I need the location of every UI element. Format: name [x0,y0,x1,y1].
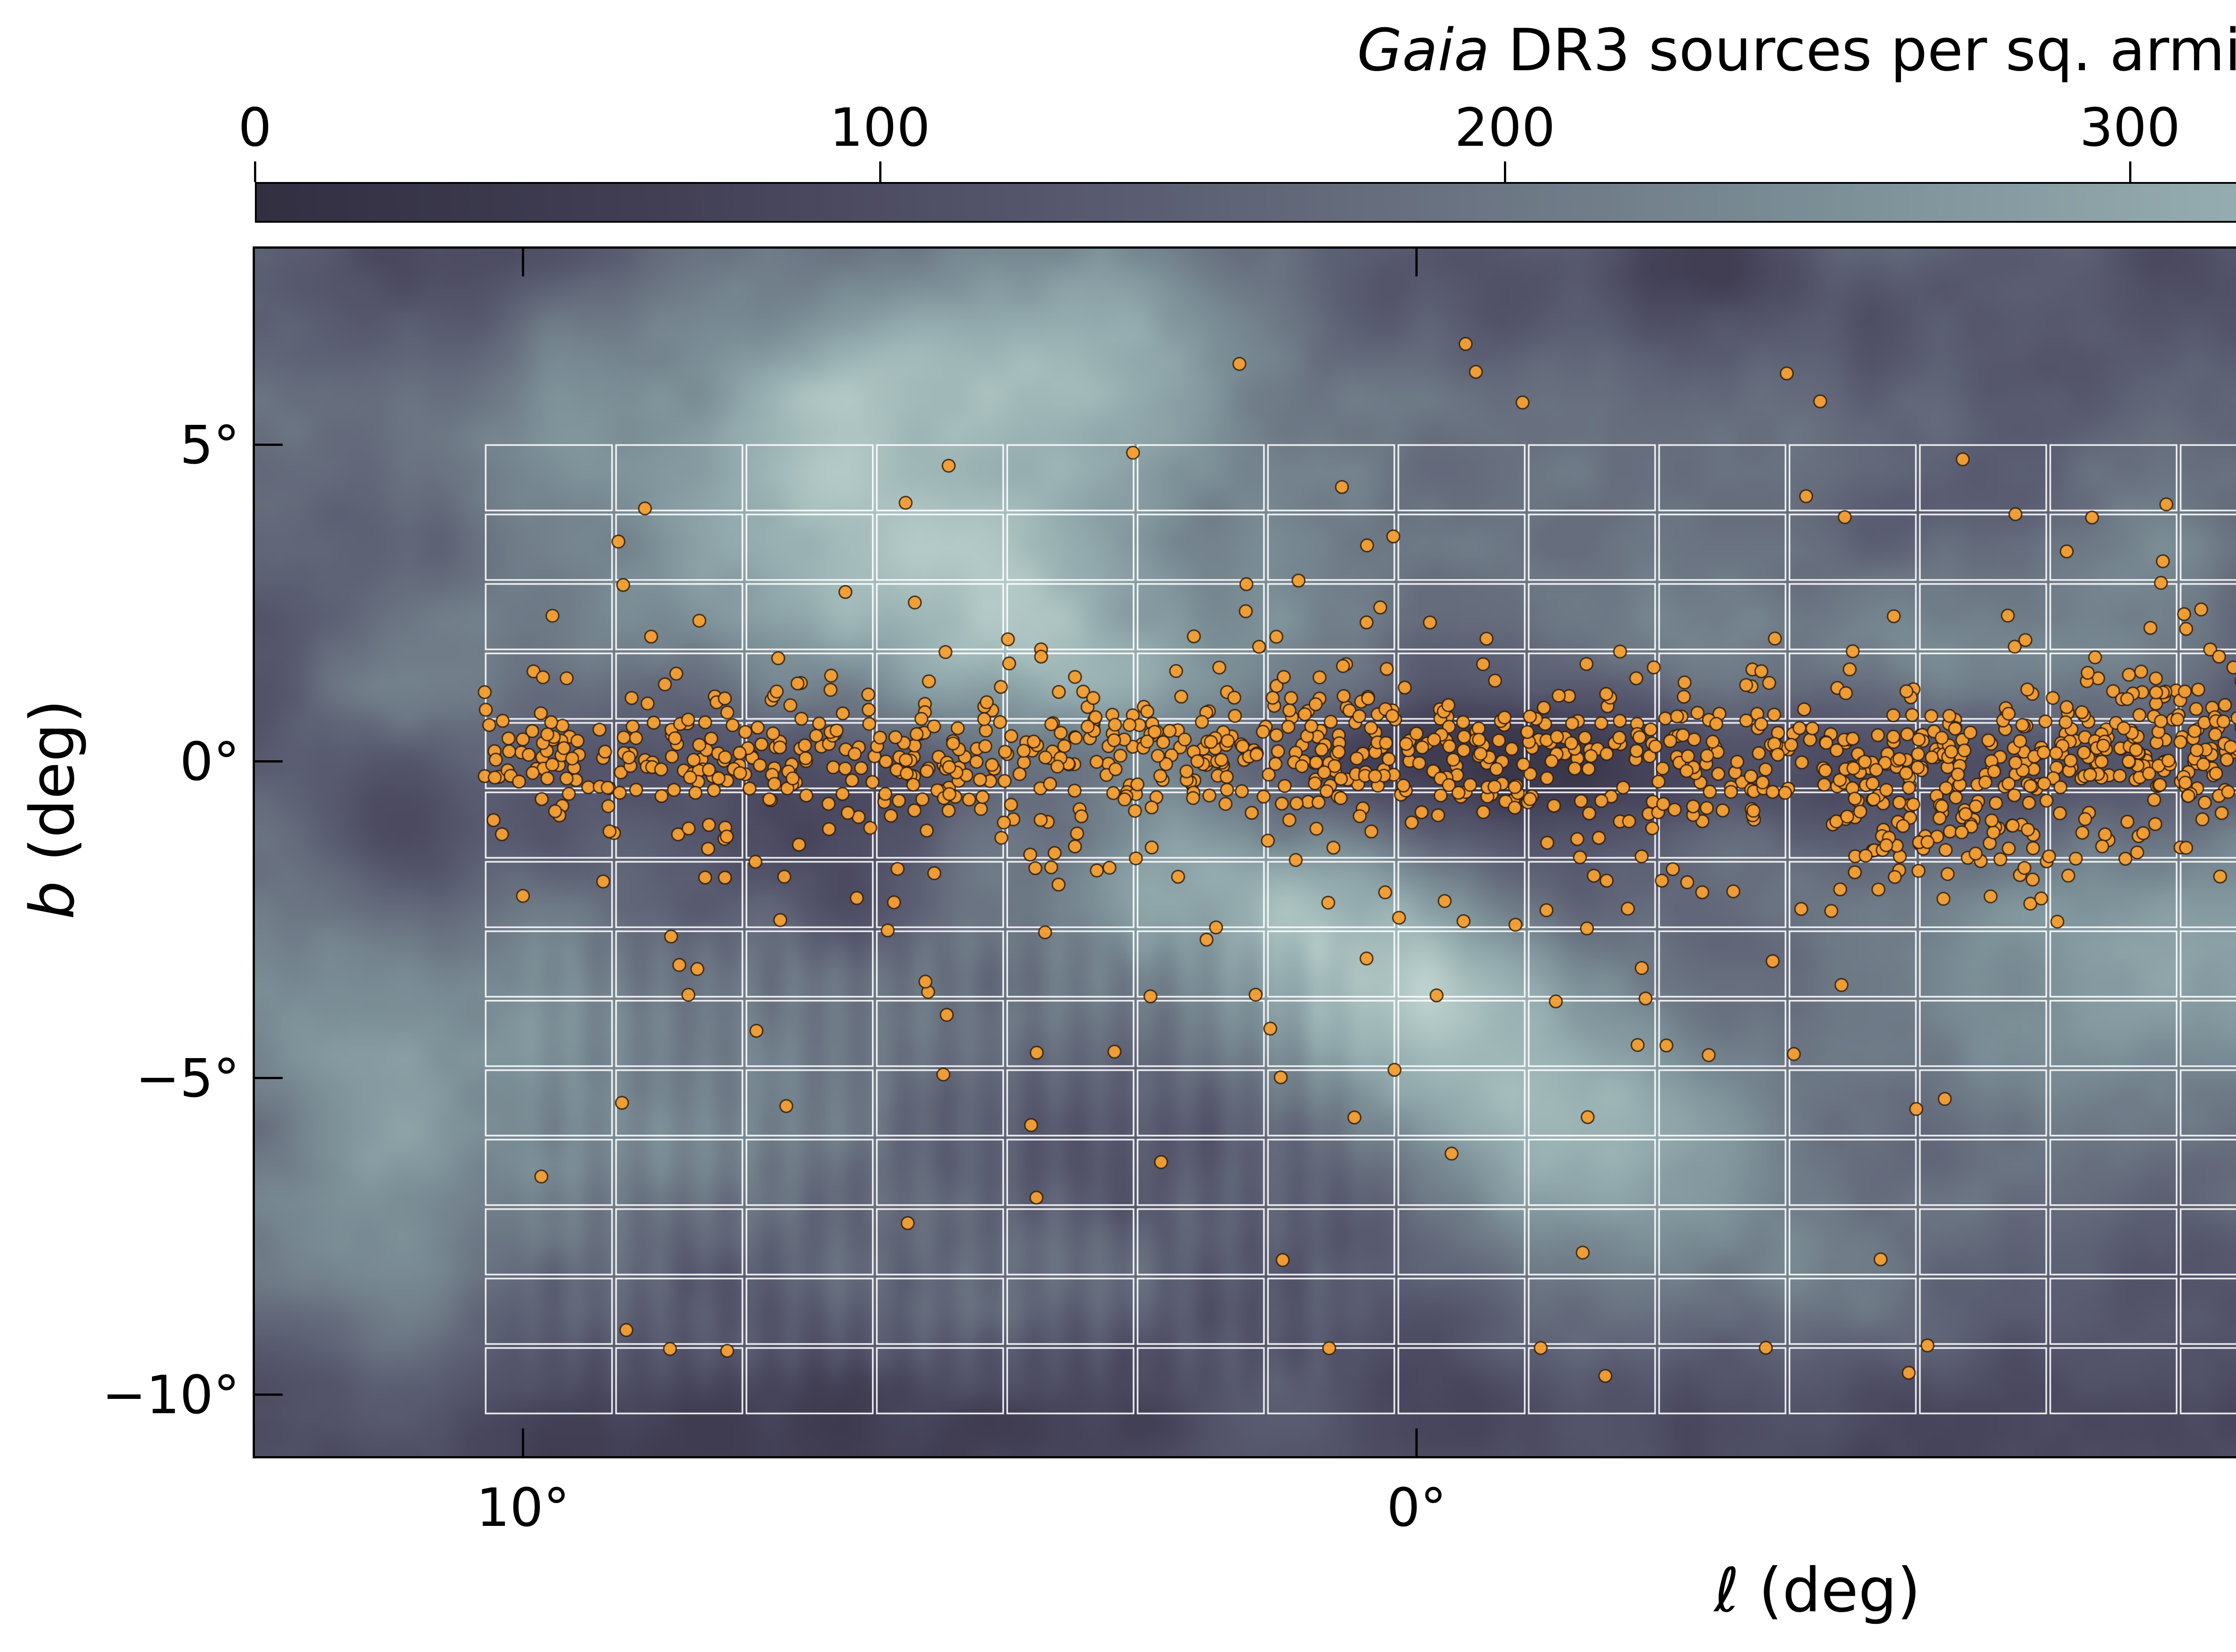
axis-tick [521,249,524,276]
title-italic-part: Gaia [1357,16,1490,84]
y-tick-label: 5° [179,414,240,476]
x-tick-label: 0° [1386,1477,1447,1538]
title-rest-part: DR3 sources per sq. armin [1489,16,2236,84]
colorbar-tick [1504,161,1507,182]
x-tick-label: 10° [476,1477,570,1538]
colorbar-tick-label: 100 [829,97,931,158]
axis-tick [255,1394,283,1396]
colorbar-tick [2129,161,2131,182]
colorbar-tick [879,161,881,182]
xlabel-units: (deg) [1739,1555,1921,1626]
y-tick-label: −10° [102,1364,240,1426]
axis-tick [255,444,283,446]
axis-tick [1415,1428,1418,1456]
axis-tick [255,1077,283,1080]
y-axis-label: b (deg) [17,699,88,919]
colorbar-tick [254,161,256,182]
xlabel-symbol: ℓ [1714,1555,1740,1626]
ylabel-symbol: b [17,881,88,920]
y-tick-label: −5° [136,1047,240,1109]
axis-tick [1415,249,1418,276]
axis-tick [255,760,283,763]
colorbar-tick-label: 300 [2079,97,2181,158]
plot-axes: This Work [253,246,2236,1458]
ylabel-units: (deg) [17,699,88,881]
colorbar-title: Gaia DR3 sources per sq. armin [255,16,2236,84]
x-axis-label: ℓ (deg) [255,1555,2236,1626]
colorbar-tick-label: 200 [1454,97,1555,158]
y-tick-label: 0° [179,730,240,792]
sky-map-canvas [255,249,2236,1456]
axis-tick [521,1428,524,1456]
colorbar [255,182,2236,223]
colorbar-tick-label: 0 [238,97,272,158]
